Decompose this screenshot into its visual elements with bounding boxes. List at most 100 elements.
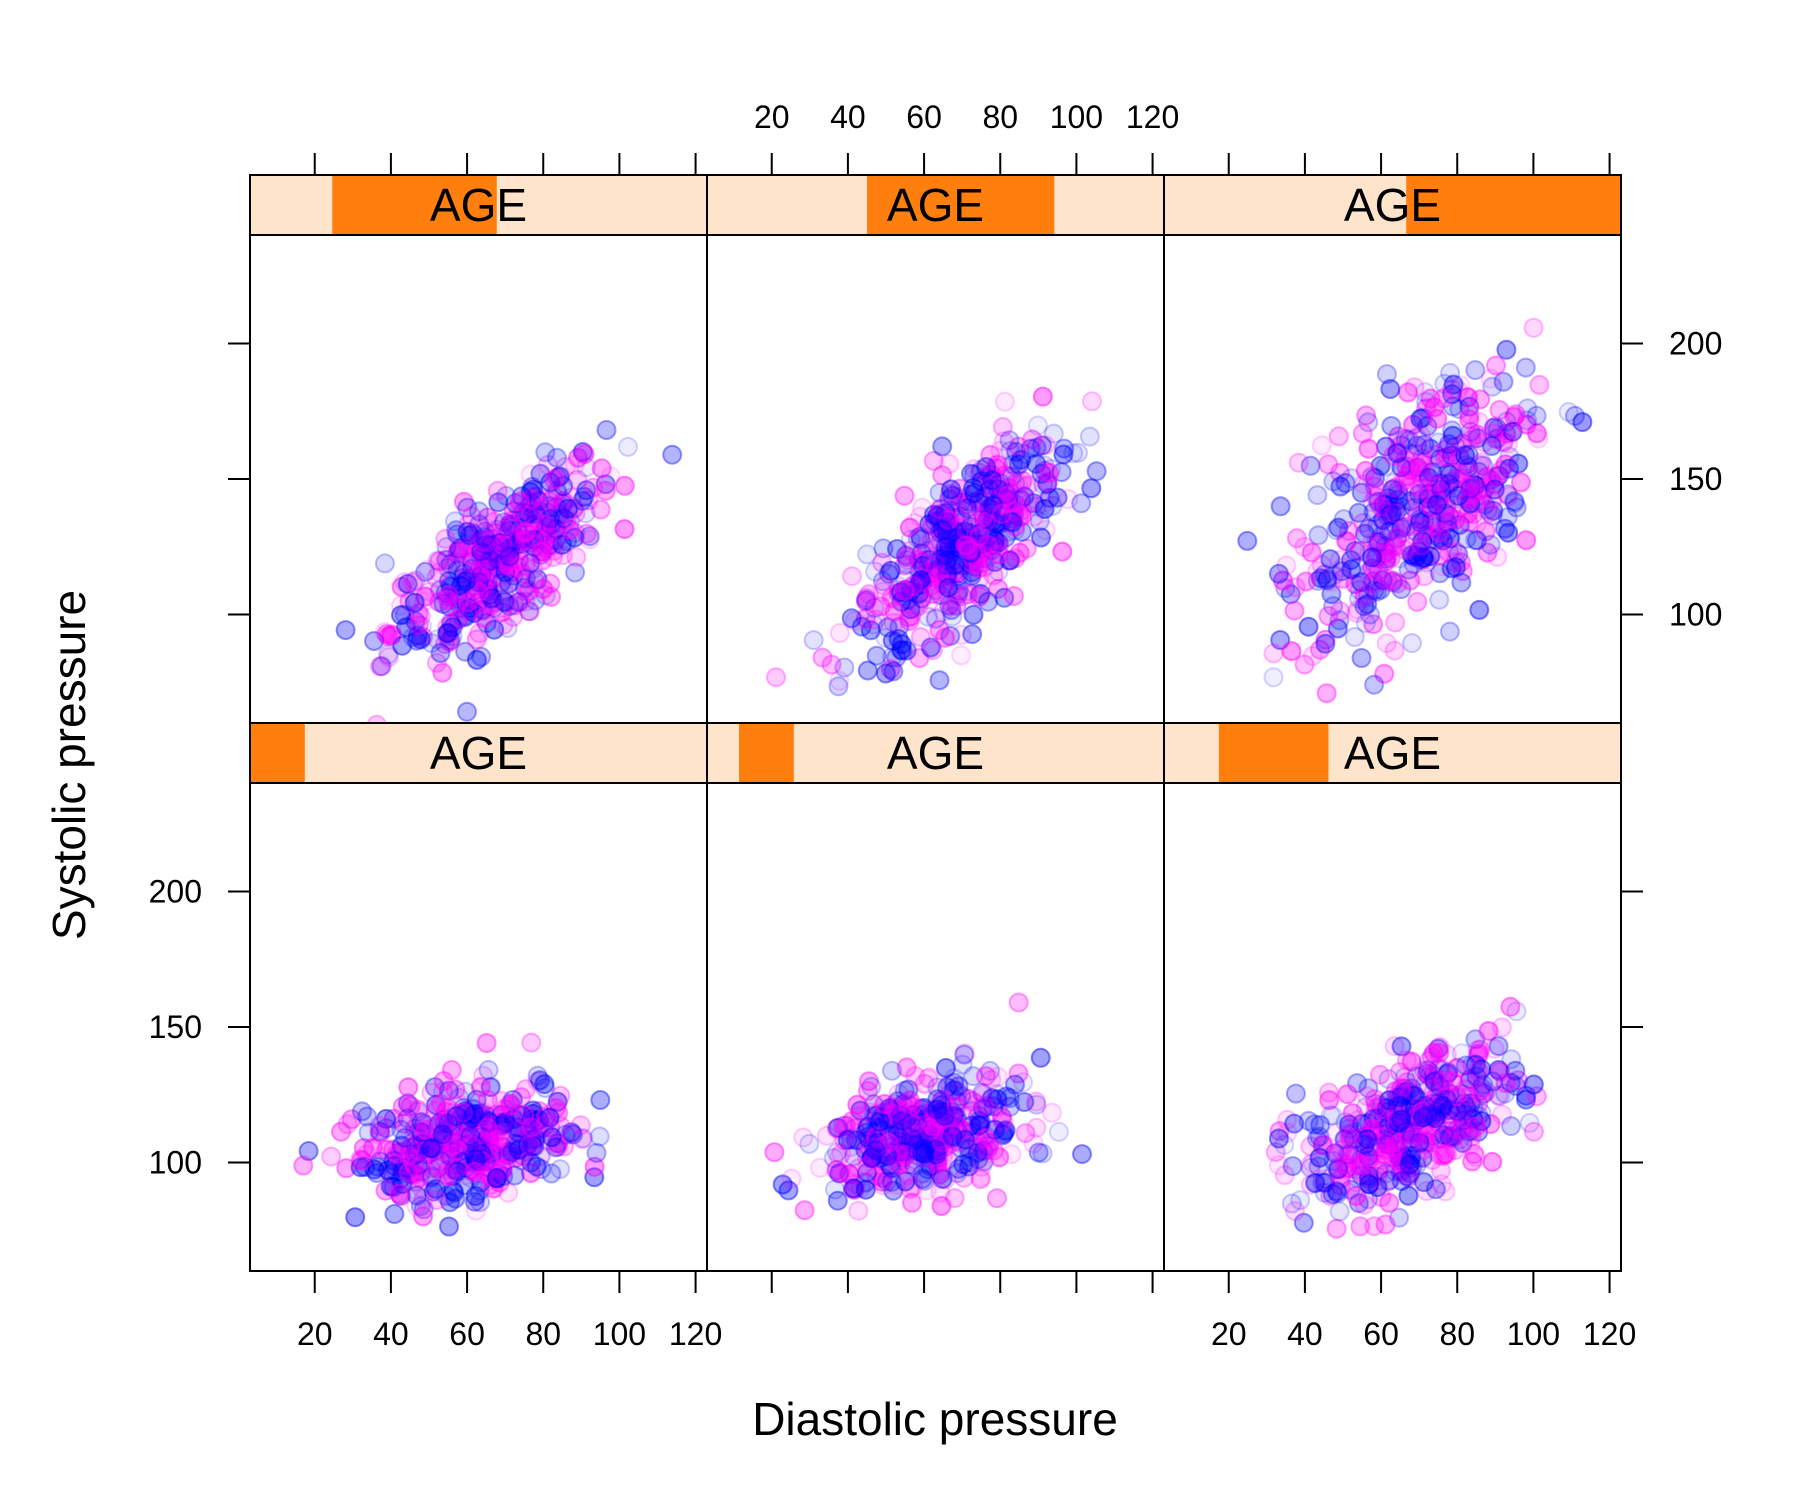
data-point — [981, 464, 1002, 485]
data-point — [462, 559, 483, 579]
data-point — [1285, 1083, 1306, 1104]
data-point — [455, 606, 476, 627]
data-point — [1438, 520, 1459, 540]
data-point — [426, 567, 447, 588]
data-point — [434, 1121, 455, 1142]
data-point — [474, 527, 495, 548]
data-point — [392, 1096, 413, 1117]
data-point — [394, 1158, 415, 1178]
data-point — [947, 586, 968, 607]
data-point — [929, 510, 950, 531]
data-point — [1373, 1107, 1394, 1128]
data-point — [1468, 1043, 1489, 1064]
data-point — [942, 606, 963, 627]
data-point — [1386, 1105, 1407, 1126]
data-point — [474, 1102, 495, 1123]
data-point — [551, 505, 572, 526]
data-point — [500, 1093, 521, 1114]
data-point — [540, 573, 561, 594]
data-point — [871, 1147, 892, 1168]
data-point — [844, 1179, 865, 1200]
data-point — [484, 597, 505, 618]
data-point — [1488, 1036, 1509, 1057]
data-point — [1439, 1127, 1460, 1148]
data-point — [889, 1098, 910, 1119]
data-point — [1504, 491, 1525, 512]
data-point — [975, 518, 996, 539]
data-point — [919, 514, 940, 535]
data-point — [405, 1135, 426, 1156]
data-point — [885, 1115, 906, 1136]
data-point — [1393, 1146, 1414, 1167]
data-point — [522, 476, 543, 497]
data-point — [920, 1113, 941, 1134]
data-point — [1358, 412, 1379, 433]
data-point — [1378, 571, 1398, 592]
data-point — [471, 646, 492, 667]
data-point — [991, 504, 1012, 524]
data-point — [1355, 1097, 1376, 1118]
data-point — [1459, 1071, 1480, 1092]
data-point — [1041, 459, 1061, 479]
data-point — [882, 1107, 903, 1128]
data-point — [1453, 1110, 1474, 1131]
data-point — [897, 589, 918, 610]
data-point — [1423, 1081, 1444, 1102]
data-point — [1456, 528, 1477, 549]
data-point — [973, 1098, 993, 1119]
data-point — [1414, 517, 1435, 538]
data-point — [1423, 1043, 1444, 1064]
data-point — [1380, 379, 1401, 399]
data-point — [1350, 1216, 1371, 1237]
data-point — [1346, 1185, 1367, 1206]
data-point — [515, 568, 536, 589]
data-point — [1375, 1133, 1396, 1154]
data-point — [464, 603, 484, 623]
data-point — [547, 1136, 568, 1157]
data-point — [472, 599, 493, 620]
data-point — [883, 1180, 904, 1201]
data-point — [446, 1157, 467, 1178]
data-point — [1347, 1073, 1368, 1094]
data-point — [516, 522, 536, 542]
data-point — [1314, 1172, 1335, 1193]
data-point — [1308, 525, 1329, 546]
data-point — [1436, 1111, 1457, 1132]
data-point — [996, 484, 1017, 504]
data-point — [446, 1154, 467, 1175]
data-point — [497, 543, 517, 563]
data-point — [502, 1089, 523, 1110]
data-point — [1363, 614, 1384, 635]
data-point — [1414, 1074, 1435, 1094]
data-point — [1417, 416, 1438, 437]
strip-age-range — [250, 723, 305, 783]
data-point — [956, 581, 977, 602]
data-point — [1442, 425, 1463, 446]
data-point — [1416, 398, 1437, 419]
data-point — [1380, 493, 1401, 514]
data-point — [1317, 568, 1338, 589]
data-point — [1314, 564, 1335, 585]
data-point — [1412, 1104, 1433, 1125]
data-point — [929, 1138, 950, 1159]
data-point — [1479, 502, 1500, 523]
data-point — [1052, 541, 1073, 562]
data-point — [1451, 468, 1472, 489]
data-point — [447, 544, 468, 565]
data-point — [410, 606, 431, 626]
data-point — [1020, 438, 1041, 459]
data-point — [901, 1120, 922, 1141]
data-point — [521, 492, 542, 513]
data-point — [488, 1163, 509, 1184]
data-point — [502, 542, 523, 563]
data-point — [466, 649, 487, 670]
data-point — [477, 507, 498, 528]
data-point — [1322, 1105, 1343, 1126]
data-point — [529, 501, 549, 521]
data-point — [573, 1128, 594, 1149]
data-point — [898, 607, 919, 628]
data-point — [464, 1161, 485, 1182]
data-point — [1428, 432, 1449, 453]
data-point — [984, 496, 1004, 517]
data-point — [462, 523, 483, 544]
